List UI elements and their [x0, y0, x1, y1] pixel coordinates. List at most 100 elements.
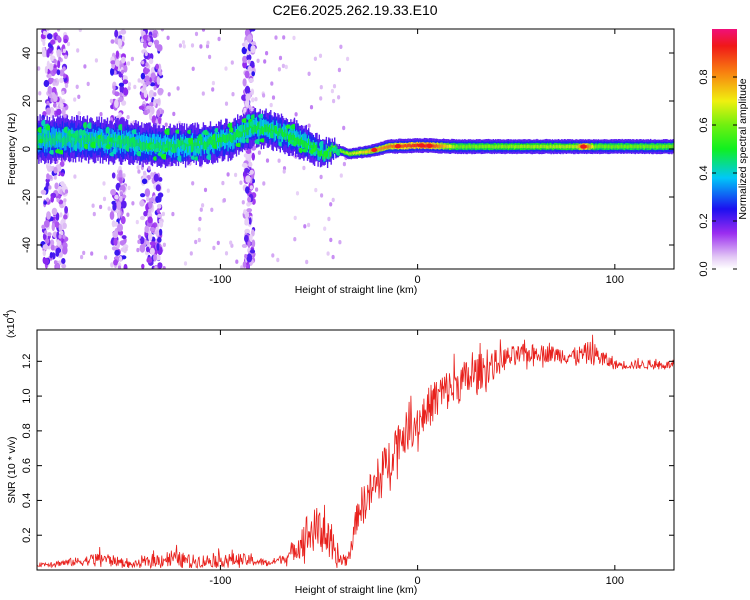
spectrogram-band-cell — [270, 128, 272, 137]
spectrogram-noise-dot — [46, 60, 50, 69]
spectrogram-band-cell — [258, 121, 260, 130]
spectrogram-band-cell — [528, 144, 530, 148]
spectrogram-noise-dot — [45, 107, 51, 115]
spectrogram-band-cell — [330, 151, 332, 157]
spectrogram-noise-dot — [332, 98, 336, 104]
spectrogram-band-cell — [623, 144, 626, 148]
spectrogram-band-cell — [388, 145, 390, 149]
snr-xlabel: Height of straight line (km) — [295, 584, 418, 596]
spectrogram-noise-dot — [224, 66, 228, 71]
spectrogram-band-cell — [667, 144, 670, 148]
spectrogram-noise-dot — [59, 102, 64, 108]
spectrogram-band-cell — [97, 137, 99, 147]
spectrogram-noise-dot — [130, 56, 134, 62]
spectrogram-noise-dot — [342, 125, 346, 131]
spectrogram-noise-dot — [201, 29, 206, 32]
spectrogram-band-cell — [446, 145, 448, 149]
spectrogram-noise-dot — [46, 211, 51, 220]
spectrogram-noise-dot — [92, 211, 96, 217]
spectrogram-noise-dot — [55, 212, 60, 221]
spectrogram-noise-dot — [49, 252, 53, 259]
spectrogram-band-cell — [455, 144, 458, 148]
spectrogram-band-cell — [355, 152, 357, 155]
spectrogram-noise-dot — [62, 66, 66, 72]
spectrogram-xtick-label: -100 — [209, 274, 231, 286]
spectrogram-noise-dot — [246, 50, 250, 56]
spectrogram-noise-dot — [164, 122, 168, 127]
spectrogram-noise-dot — [248, 78, 254, 83]
spectrogram-band-cell — [63, 136, 65, 146]
spectrogram-noise-dot — [155, 229, 160, 237]
spectrogram-band-cell — [177, 139, 180, 157]
spectrogram-noise-dot — [145, 62, 149, 67]
spectrogram-band-cell — [108, 135, 110, 145]
spectrogram-band-cell — [222, 133, 225, 142]
spectrogram-noise-dot — [59, 161, 65, 167]
spectrogram-band-cell — [414, 143, 416, 148]
spectrogram-hotspot — [426, 143, 433, 148]
spectrogram-noise-dot — [156, 254, 161, 261]
spectrogram-band-cell — [423, 144, 426, 148]
spectrogram-band-cell — [544, 145, 546, 149]
spectrogram-band-cell — [665, 145, 667, 149]
spectrogram-band-cell — [200, 137, 202, 146]
spectrogram-noise-dot — [319, 174, 323, 180]
spectrogram-noise-dot — [49, 94, 53, 99]
spectrogram-band-cell — [400, 144, 402, 148]
spectrogram-band-cell — [308, 138, 310, 146]
spectrogram-band-cell — [338, 144, 341, 154]
spectrogram-noise-dot — [231, 92, 235, 97]
spectrogram-band-cell — [615, 144, 617, 148]
spectrogram-noise-dot — [171, 211, 175, 217]
spectrogram-band-cell — [277, 122, 279, 139]
spectrogram-noise-dot — [56, 35, 61, 41]
spectrogram-noise-dot — [156, 208, 160, 214]
spectrogram-noise-dot — [197, 237, 201, 243]
spectrogram-band-cell — [432, 144, 434, 148]
spectrogram-band-cell — [659, 144, 661, 148]
spectrogram-signal-blob — [97, 134, 102, 139]
spectrogram-band-cell — [619, 145, 621, 149]
spectrogram-band-cell — [41, 133, 44, 143]
snr-multiplier-base: (x10 — [5, 317, 17, 338]
spectrogram-band-cell — [73, 136, 76, 146]
spectrogram-noise-dot — [114, 99, 119, 108]
spectrogram-band-cell — [116, 138, 118, 148]
spectrogram-noise-dot — [144, 51, 148, 57]
spectrogram-band-cell — [79, 138, 81, 148]
spectrogram-noise-dot — [131, 201, 135, 206]
spectrogram-noise-dot — [64, 206, 68, 214]
spectrogram-noise-dot — [162, 242, 166, 247]
spectrogram-noise-dot — [56, 49, 62, 58]
spectrogram-noise-dot — [114, 249, 120, 256]
spectrogram-band-cell — [635, 144, 638, 149]
spectrogram-noise-dot — [51, 222, 55, 232]
snr-panel: -100 0 100 0.2 0.4 0.6 0.8 1.0 1.2 Height of str… — [2, 310, 675, 596]
spectrogram-noise-dot — [247, 59, 251, 64]
spectrogram-band-cell — [173, 141, 175, 150]
spectrogram-noise-dot — [107, 206, 111, 211]
spectrogram-noise-dot — [55, 249, 60, 257]
spectrogram-noise-dot — [276, 257, 280, 263]
spectrogram-band-cell — [244, 129, 246, 138]
spectrogram-band-cell — [345, 151, 348, 154]
spectrogram-xlabel: Height of straight line (km) — [295, 284, 418, 296]
spectrogram-noise-dot — [112, 203, 117, 211]
spectrogram-noise-dot — [295, 191, 300, 196]
spectrogram-band-cell — [505, 145, 507, 149]
spectrogram-band-cell — [266, 123, 268, 132]
spectrogram-noise-dot — [57, 29, 61, 32]
spectrogram-noise-dot — [117, 223, 123, 232]
spectrogram-band-cell — [632, 145, 634, 149]
spectrogram-band-cell — [310, 141, 312, 149]
spectrogram-band-cell — [366, 150, 368, 154]
spectrogram-noise-dot — [104, 255, 108, 260]
spectrogram-noise-dot — [64, 83, 69, 89]
spectrogram-band-cell — [457, 144, 459, 148]
spectrogram-noise-dot — [53, 58, 57, 64]
spectrogram-band-cell — [233, 132, 235, 149]
spectrogram-band-cell — [614, 145, 616, 149]
spectrogram-band-cell — [271, 123, 273, 132]
spectrogram-signal-blob — [298, 147, 304, 154]
spectrogram-noise-dot — [126, 61, 131, 66]
